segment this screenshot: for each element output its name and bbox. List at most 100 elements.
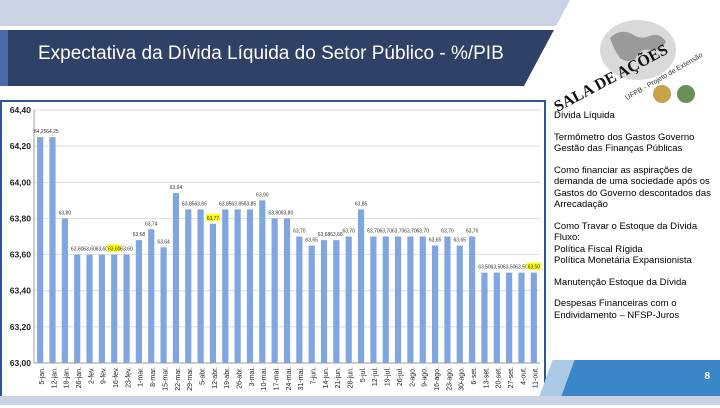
- data-label: 64,25: [46, 129, 59, 135]
- bar: [320, 240, 328, 363]
- x-tick-label: 15-mar.: [162, 367, 169, 391]
- data-label: 63,80: [281, 210, 294, 216]
- data-label: 63,85: [244, 201, 257, 207]
- x-tick-label: 5-jul.: [360, 367, 367, 382]
- note-line: Política Monetária Expansionista: [554, 255, 692, 266]
- x-tick-label: 11-out.: [533, 367, 540, 388]
- x-tick-label: 31-mai.: [298, 367, 305, 390]
- x-tick-label: 16-ago.: [434, 367, 441, 391]
- bar: [37, 137, 44, 363]
- data-label: 63,50: [528, 265, 541, 271]
- data-label: 63,74: [145, 221, 158, 227]
- note-block: Manutenção Estoque da Dívida: [554, 277, 720, 289]
- data-label-highlight: [205, 213, 220, 221]
- data-label: 64,25: [34, 129, 47, 135]
- note-line: Arrecadação: [554, 199, 608, 210]
- data-label: 63,85: [231, 201, 244, 207]
- bar: [481, 272, 488, 363]
- bar: [111, 254, 118, 363]
- note-block: Dívida Líquida: [554, 110, 720, 122]
- bar: [432, 245, 439, 363]
- x-tick-label: 8-mar.: [150, 367, 157, 387]
- note-line: Gestão das Finanças Públicas: [554, 143, 683, 154]
- data-label: 63,80: [59, 210, 72, 216]
- slide-title: Expectativa da Dívida Líquida do Setor P…: [38, 43, 504, 64]
- data-label: 63,85: [355, 201, 368, 207]
- y-tick-label: 63,40: [10, 286, 32, 296]
- x-tick-label: 21-jun.: [335, 367, 342, 388]
- bar: [296, 236, 303, 363]
- bar: [160, 247, 167, 363]
- x-tick-label: 26-jul.: [397, 367, 404, 386]
- x-tick-label: 3-mai.: [249, 367, 256, 387]
- bar: [382, 236, 389, 363]
- data-label: 63,50: [478, 265, 491, 271]
- x-tick-label: 2-fev.: [88, 367, 95, 384]
- data-label: 63,70: [392, 229, 405, 235]
- data-label: 63,70: [404, 229, 417, 235]
- bar: [234, 209, 241, 363]
- x-tick-label: 23-fev.: [125, 367, 132, 388]
- bar: [172, 193, 180, 363]
- data-label: 63,70: [379, 229, 392, 235]
- bar: [123, 254, 130, 363]
- note-line: Gastos do Governo descontados das: [554, 187, 711, 199]
- y-tick-label: 63,60: [10, 250, 32, 260]
- x-tick-label: 1-mar.: [138, 367, 145, 387]
- x-tick-label: 17-mai.: [274, 367, 281, 390]
- note-block: Termômetro dos Gastos Governo Gestão das …: [554, 132, 720, 155]
- x-tick-label: 26-jan.: [76, 367, 83, 388]
- logo-continents: [610, 31, 666, 61]
- data-label: 63,94: [170, 185, 183, 191]
- x-tick-label: 19-jul.: [385, 367, 392, 386]
- data-label: 63,90: [256, 192, 269, 198]
- data-label: 63,50: [491, 265, 504, 271]
- bar: [185, 209, 192, 363]
- logo-seal-1: [653, 85, 671, 103]
- bar: [308, 245, 315, 363]
- bar: [98, 254, 105, 363]
- x-tick-label: 4-out.: [520, 367, 527, 385]
- data-label: 63,50: [515, 265, 528, 271]
- data-label: 63,60: [108, 247, 121, 253]
- x-tick-label: 23-ago.: [446, 367, 453, 391]
- x-tick-label: 16-fev.: [113, 367, 120, 388]
- x-tick-label: 22-mar.: [175, 367, 182, 391]
- x-tick-label: 12-abr.: [212, 367, 219, 389]
- x-tick-label: 2-ago.: [409, 367, 416, 387]
- x-tick-label: 12-jan.: [51, 367, 58, 388]
- y-tick-label: 63,80: [10, 213, 32, 223]
- bar: [271, 218, 278, 363]
- data-label: 63,64: [157, 239, 170, 245]
- x-tick-label: 19-jan.: [64, 367, 71, 388]
- bar: [518, 272, 525, 363]
- data-label: 63,85: [182, 201, 195, 207]
- data-label: 63,68: [133, 232, 146, 238]
- x-tick-label: 29-mar.: [187, 367, 194, 391]
- data-label: 63,70: [367, 229, 380, 235]
- note-line: demanda de uma sociedade após os: [554, 176, 710, 187]
- x-tick-label: 19-abr.: [224, 367, 231, 389]
- x-tick-label: 24-mai.: [286, 367, 293, 390]
- data-label: 63,70: [416, 229, 429, 235]
- y-tick-label: 64,20: [10, 141, 32, 151]
- bar: [74, 254, 81, 363]
- note-line: Como financiar as aspirações de: [554, 164, 693, 176]
- page-number: 8: [704, 371, 710, 382]
- y-tick-label: 63,20: [10, 322, 32, 332]
- bar: [86, 254, 93, 363]
- data-label: 63,70: [441, 229, 454, 235]
- note-block: Como Travar o Estoque da Dívida Fluxo: Pol…: [554, 221, 720, 267]
- x-tick-label: 20-set.: [496, 367, 503, 388]
- title-bar: [0, 30, 560, 86]
- bar: [530, 272, 537, 363]
- x-tick-label: 6-set.: [471, 367, 478, 385]
- note-block: Como financiar as aspirações de demanda d…: [554, 165, 720, 211]
- data-label: 63,60: [96, 247, 109, 253]
- bar: [370, 236, 377, 363]
- chart-container: 63,00 63,20 63,40 63,60 63,80 64,00 64,20 64,40…: [0, 100, 546, 405]
- bar: [222, 209, 229, 363]
- bar: [197, 209, 204, 363]
- x-tick-label: 10-mai.: [261, 367, 268, 390]
- data-label: 63,65: [454, 238, 467, 244]
